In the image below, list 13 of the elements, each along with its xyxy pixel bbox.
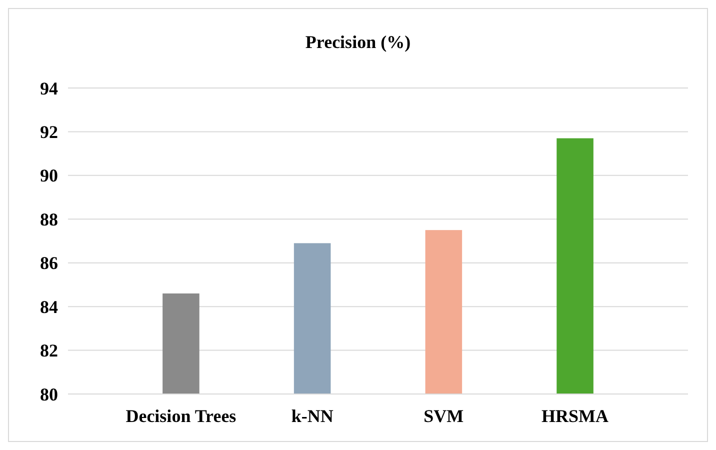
y-tick-label: 94 [40,78,58,98]
y-tick-label: 86 [40,253,58,274]
x-tick-label: SVM [424,406,464,426]
x-tick-label: Decision Trees [126,406,236,426]
chart-title: Precision (%) [305,32,411,52]
y-tick-label: 90 [40,166,58,186]
y-tick-label: 92 [40,122,58,142]
y-tick-label: 82 [40,340,58,361]
x-tick-label: HRSMA [542,406,609,426]
y-tick-label: 80 [40,384,58,404]
y-tick-label: 88 [40,209,58,230]
x-tick-label: k-NN [291,406,334,426]
y-tick-label: 84 [40,296,58,317]
